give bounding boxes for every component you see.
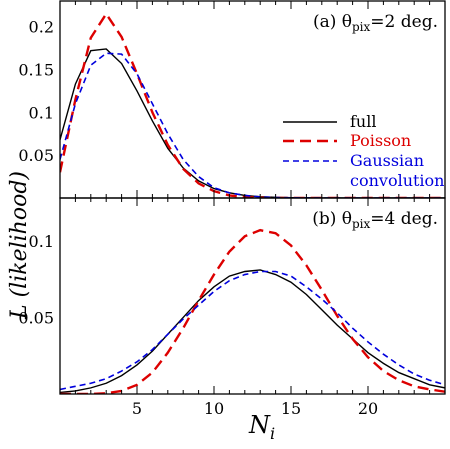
panel-a: 0.05 0.1 0.15 0.2 (a) θpix=2 deg. fullPoisson… <box>18 0 446 199</box>
y-tick-label-a: 0.15 <box>18 61 54 80</box>
panel-label-b: (b) θpix=4 deg. <box>312 209 438 231</box>
x-tick-label: 5 <box>132 399 142 418</box>
x-axis-label-sub: i <box>270 424 275 443</box>
panel-b: 0.05 0.1 5 10 15 20 (b) θpix=4 deg. <box>18 197 446 418</box>
legend-label-2: Gaussian <box>350 151 424 170</box>
series-line-a-full <box>60 48 445 198</box>
x-axis-label: Ni <box>248 411 275 443</box>
series-line-b-full <box>60 269 445 394</box>
x-tick-label: 15 <box>281 399 301 418</box>
x-tick-label: 20 <box>358 399 378 418</box>
y-tick-label-a: 0.05 <box>18 146 54 165</box>
y-axis-label: L (likelihood) <box>7 171 32 320</box>
y-tick-label-a: 0.1 <box>29 103 54 122</box>
plot-frame-b <box>59 197 446 395</box>
series-line-b-gaussian-convolution <box>60 270 445 391</box>
y-tick-label-a: 0.2 <box>29 18 54 37</box>
x-tick-label: 10 <box>204 399 224 418</box>
panel-label-a: (a) θpix=2 deg. <box>313 12 438 34</box>
y-tick-label-b: 0.05 <box>18 308 54 327</box>
legend-label-0: full <box>350 112 376 131</box>
y-tick-label-b: 0.1 <box>29 232 54 251</box>
legend-label-1: Poisson <box>350 131 411 150</box>
legend-label-2-line2: convolution <box>350 171 444 190</box>
x-axis-label-main: N <box>248 411 271 439</box>
series-line-b-poisson <box>60 228 445 394</box>
